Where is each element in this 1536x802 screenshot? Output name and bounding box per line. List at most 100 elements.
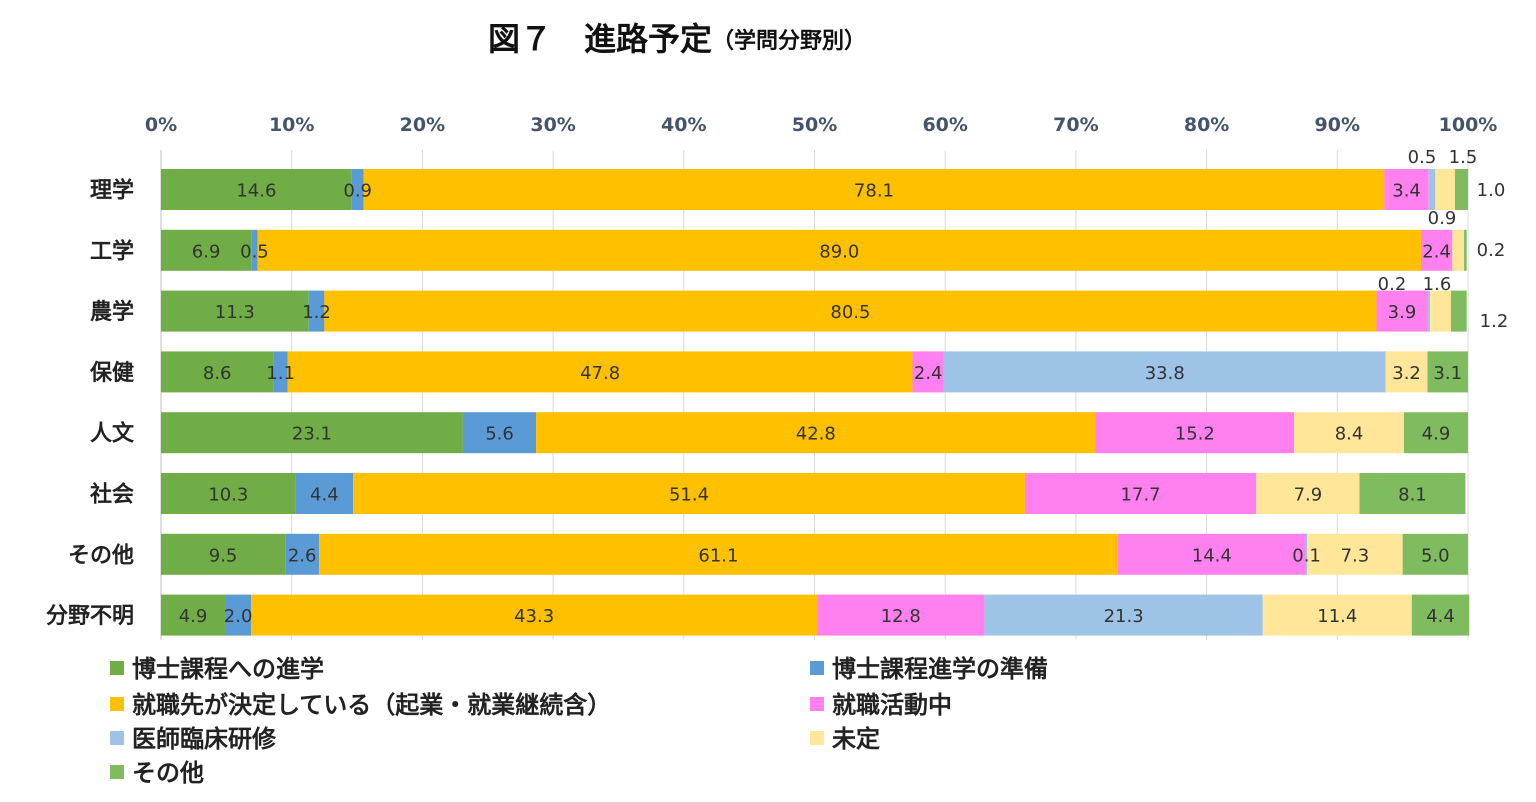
bar-segment [1376,290,1428,332]
bar-segment [161,229,252,271]
data-label: 8.4 [1335,424,1364,445]
data-label: 1.2 [1480,311,1509,332]
data-label: 4.9 [1422,424,1451,445]
bars [161,169,1470,636]
legend-swatch [810,661,824,675]
data-label: 7.3 [1341,545,1370,566]
data-label: 0.9 [343,181,372,202]
bar-segment [295,473,354,514]
category-label: 社会 [90,482,134,508]
bar-segment [1385,351,1428,393]
bar-segment [1403,412,1468,454]
data-labels: 14.6 0.9 78.1 3.4 0.5 1.5 1.0 6.9 0.5 89.0 2.4 0.9 0… [179,147,1509,627]
legend-swatch [110,731,124,745]
category-label: 人文 [90,421,135,447]
bar-segment [1454,169,1468,210]
data-label: 2.0 [224,606,253,627]
bar-segment [251,229,258,271]
x-tick-label: 40% [661,114,706,136]
x-tick-label: 50% [792,114,837,136]
bar-segment [1294,412,1404,454]
bar-segment [285,533,320,575]
bar-segment [1256,473,1360,514]
data-label: 14.6 [236,181,276,202]
data-label: 51.4 [669,485,709,506]
bar-segment [161,351,274,393]
data-label: 89.0 [819,241,859,262]
bar-segment [161,473,296,514]
bar-segment [1451,290,1467,332]
bar-segment [225,594,252,636]
x-tick-label: 10% [269,114,314,136]
bar-segment [161,412,463,454]
data-label: 17.7 [1121,485,1161,506]
bar-segment [161,533,286,575]
legend-label: 医師臨床研修 [132,725,277,753]
bar-segment [287,351,913,393]
data-label: 0.9 [1428,208,1457,229]
chart-title: 図７ 進路予定 [488,20,712,58]
legend-label: その他 [132,759,204,787]
x-tick-label: 60% [922,114,967,136]
data-label: 9.5 [209,545,238,566]
data-label: 2.6 [288,545,317,566]
category-label: 分野不明 [46,604,134,629]
data-label: 7.9 [1294,485,1323,506]
bar-segment [1262,594,1412,636]
category-label: 工学 [90,238,134,264]
data-label: 1.1 [266,363,295,384]
bar-segment [273,351,288,393]
legend-swatch [110,697,124,711]
bar-segment [1435,169,1455,210]
bar-segment [817,594,985,636]
data-label: 0.5 [1408,147,1437,168]
data-label: 43.3 [514,606,554,627]
legend-swatch [110,661,124,675]
bar-segment [912,351,944,393]
data-label: 80.5 [830,302,870,323]
x-tick-label: 90% [1315,114,1360,136]
bar-segment [943,351,1386,393]
bar-segment [363,169,1385,210]
legend-label: 博士課程進学の準備 [832,655,1048,683]
bar-segment [536,412,1096,454]
bar-segment [319,533,1118,575]
data-label: 6.9 [192,241,221,262]
data-label: 61.1 [698,545,738,566]
bar-segment [257,229,1421,271]
data-label: 3.4 [1392,181,1421,202]
chart-subtitle: （学問分野別） [712,28,866,54]
data-label: 1.2 [302,302,331,323]
legend-swatch [110,765,124,779]
category-label: 理学 [90,178,134,204]
bar-segment [1095,412,1295,454]
legend-label: 博士課程への進学 [132,655,324,683]
bar-segment [1305,533,1308,575]
data-label: 47.8 [580,363,620,384]
legend-label: 就職先が決定している（起業・就業継続含） [132,691,611,719]
bar-segment [161,594,226,636]
bar-segment [1427,351,1468,393]
data-label: 0.2 [1378,274,1407,295]
bar-segment [1117,533,1306,575]
x-tick-label: 80% [1184,114,1229,136]
bar-segment [324,290,1377,332]
bar-segment [1427,290,1431,332]
bar-segment [251,594,818,636]
bar-segment [1411,594,1470,636]
data-label: 3.1 [1433,363,1462,384]
data-label: 11.4 [1317,606,1357,627]
bar-segment [1420,229,1453,271]
data-label: 0.2 [1477,240,1506,261]
data-label: 2.4 [1422,241,1451,262]
bar-segment [308,290,325,332]
bar-segment [161,290,309,332]
x-tick-label: 30% [530,114,575,136]
data-label: 12.8 [881,606,921,627]
bar-segment [1452,229,1465,271]
x-tick-label: 100% [1439,114,1498,136]
data-label: 11.3 [215,302,255,323]
data-label: 2.4 [914,363,943,384]
bar-segment [351,169,364,210]
bar-segment [1428,169,1436,210]
